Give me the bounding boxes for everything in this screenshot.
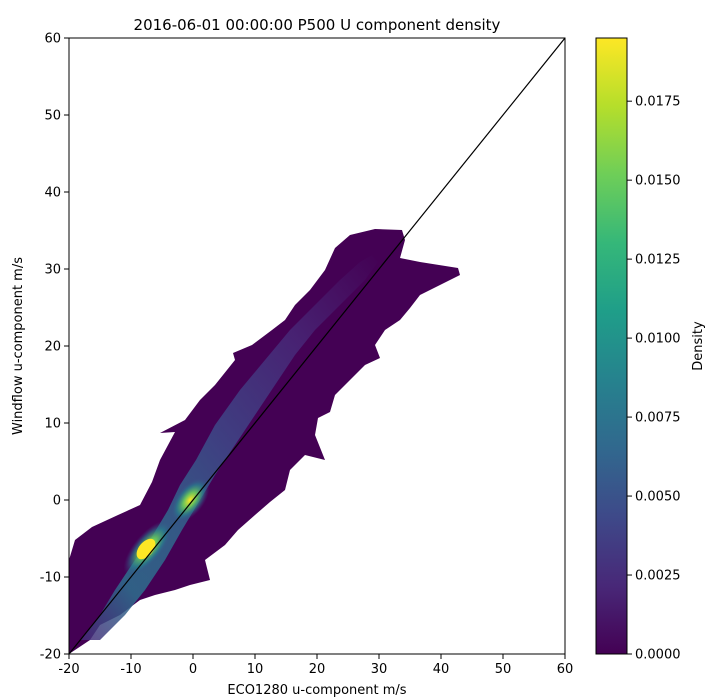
x-tick-label: 60 <box>557 662 574 677</box>
y-tick-label: -10 <box>40 571 61 586</box>
y-tick-label: 0 <box>53 494 61 509</box>
y-tick-label: 30 <box>44 263 61 278</box>
y-axis-label: Windflow u-component m/s <box>11 257 26 435</box>
y-tick-label: 60 <box>44 32 61 47</box>
x-tick-label: 20 <box>309 662 326 677</box>
colorbar-tick-label: 0.0000 <box>635 648 681 663</box>
colorbar-tick-label: 0.0175 <box>635 95 681 110</box>
x-tick-label: 50 <box>495 662 512 677</box>
x-tick-label: 30 <box>371 662 388 677</box>
identity-line <box>69 38 565 654</box>
colorbar-tick-label: 0.0125 <box>635 253 681 268</box>
colorbar-tick-label: 0.0150 <box>635 174 681 189</box>
colorbar-tick-label: 0.0050 <box>635 490 681 505</box>
density-cloud <box>69 229 460 654</box>
y-tick-label: 10 <box>44 417 61 432</box>
y-axis-ticks: -20 -10 0 10 20 30 40 50 60 <box>40 32 69 663</box>
y-tick-label: -20 <box>40 648 61 663</box>
y-tick-label: 20 <box>44 340 61 355</box>
x-tick-label: 10 <box>247 662 264 677</box>
x-tick-label: -20 <box>58 662 79 677</box>
x-axis-label: ECO1280 u-component m/s <box>227 683 406 698</box>
x-tick-label: 40 <box>433 662 450 677</box>
colorbar-tick-label: 0.0025 <box>635 569 681 584</box>
colorbar-tick-label: 0.0100 <box>635 332 681 347</box>
x-tick-label: 0 <box>189 662 197 677</box>
density-core-upper <box>170 477 210 523</box>
colorbar-ticks: 0.0000 0.0025 0.0050 0.0075 0.0100 0.0125 0.01… <box>627 95 681 663</box>
density-peak <box>136 538 156 560</box>
colorbar-tick-label: 0.0075 <box>635 411 681 426</box>
colorbar <box>595 37 628 655</box>
colorbar-label: Density <box>691 321 706 371</box>
x-axis-ticks: -20 -10 0 10 20 30 40 50 60 <box>58 654 573 677</box>
y-tick-label: 40 <box>44 186 61 201</box>
x-tick-label: -10 <box>120 662 141 677</box>
y-tick-label: 50 <box>44 109 61 124</box>
chart-title: 2016-06-01 00:00:00 P500 U component den… <box>134 16 501 34</box>
